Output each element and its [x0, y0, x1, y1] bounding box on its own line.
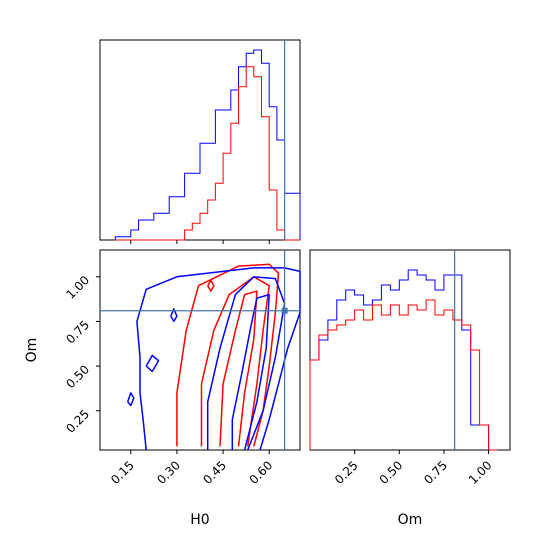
om-y-tick-label: 0.50 — [63, 362, 92, 391]
h0-x-tick-label: 0.45 — [200, 458, 229, 487]
joint-blue-contour — [206, 276, 286, 451]
om-y-tick-label: 0.75 — [63, 318, 92, 347]
joint-blue-contour — [145, 354, 160, 373]
om-x-tick-label: 1.00 — [466, 458, 495, 487]
om-hist-red-series — [309, 299, 498, 451]
om-x-tick-label: 0.75 — [421, 458, 450, 487]
joint-panel-frame — [99, 249, 301, 451]
joint-red-contour — [219, 290, 258, 447]
x-axis-label-om: Om — [398, 512, 423, 528]
x-axis-label-h0: H0 — [190, 512, 209, 528]
h0-histogram-frame — [99, 39, 301, 241]
joint-truth-marker — [281, 307, 288, 314]
h0-hist-blue-series — [114, 49, 301, 240]
joint-contour-panel: 0.15 0.30 0.45 0.60 0.25 0.50 0.75 1.00 — [63, 249, 301, 487]
joint-red-contour — [207, 279, 215, 292]
om-hist-blue-series — [309, 269, 498, 451]
om-y-tick-label: 1.00 — [63, 273, 92, 302]
joint-blue-contour — [126, 392, 135, 407]
h0-x-tick-label: 0.15 — [108, 458, 137, 487]
om-x-tick-label: 0.25 — [332, 458, 361, 487]
y-axis-label-om: Om — [24, 338, 40, 363]
joint-red-contour — [176, 263, 280, 447]
om-histogram-frame — [309, 249, 511, 451]
h0-x-tick-label: 0.60 — [247, 458, 276, 487]
om-y-tick-label: 0.25 — [63, 407, 92, 436]
joint-blue-contour — [231, 293, 270, 451]
om-x-tick-label: 0.50 — [377, 458, 406, 487]
h0-x-tick-label: 0.30 — [154, 458, 183, 487]
h0-hist-red-series — [115, 66, 300, 241]
om-histogram-panel: 0.25 0.50 0.75 1.00 — [309, 249, 511, 487]
h0-histogram-panel — [99, 39, 301, 244]
joint-blue-contour — [136, 267, 301, 451]
